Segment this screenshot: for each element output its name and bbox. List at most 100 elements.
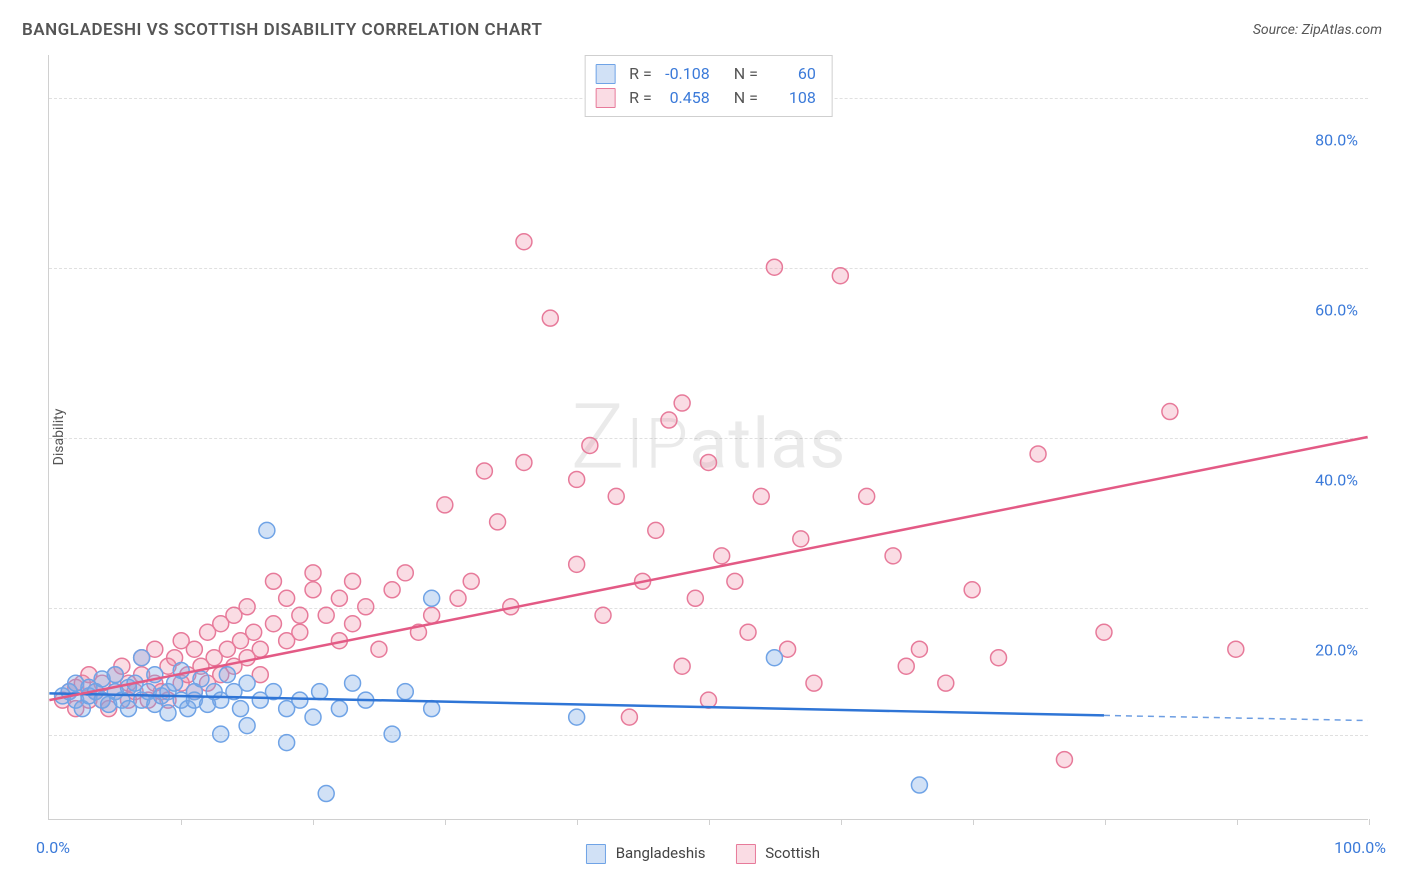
scatter-svg [49,55,1368,819]
legend-item-scottish: Scottish [736,844,821,864]
swatch-bangladeshis [595,64,615,84]
point-scottish [806,675,822,691]
point-bangladeshis [233,701,249,717]
point-scottish [911,641,927,657]
point-bangladeshis [107,667,123,683]
point-bangladeshis [279,735,295,751]
point-scottish [252,641,268,657]
point-scottish [898,658,914,674]
point-scottish [397,565,413,581]
point-bangladeshis [424,590,440,606]
point-bangladeshis [160,705,176,721]
point-bangladeshis [345,675,361,691]
point-scottish [991,650,1007,666]
point-scottish [938,675,954,691]
point-scottish [885,548,901,564]
n-label: N = [734,62,758,86]
point-scottish [569,556,585,572]
point-bangladeshis [331,701,347,717]
point-bangladeshis [134,650,150,666]
point-scottish [516,454,532,470]
point-bangladeshis [911,777,927,793]
point-bangladeshis [193,671,209,687]
chart-container: BANGLADESHI VS SCOTTISH DISABILITY CORRE… [0,0,1406,892]
point-scottish [674,658,690,674]
point-scottish [463,573,479,589]
point-bangladeshis [239,675,255,691]
point-scottish [292,607,308,623]
point-bangladeshis [766,650,782,666]
point-scottish [186,641,202,657]
point-scottish [740,624,756,640]
n-value-bangladeshis: 60 [766,62,816,86]
point-scottish [542,310,558,326]
chart-title: BANGLADESHI VS SCOTTISH DISABILITY CORRE… [22,20,542,40]
point-scottish [239,599,255,615]
point-scottish [305,565,321,581]
point-scottish [305,582,321,598]
point-scottish [661,412,677,428]
point-scottish [832,268,848,284]
point-scottish [1096,624,1112,640]
source-attribution: Source: ZipAtlas.com [1253,22,1382,38]
point-scottish [753,488,769,504]
point-bangladeshis [384,726,400,742]
legend-label-bangladeshis: Bangladeshis [616,844,706,862]
point-scottish [701,454,717,470]
point-bangladeshis [259,522,275,538]
point-bangladeshis [318,786,334,802]
point-scottish [648,522,664,538]
r-value-scottish: 0.458 [660,86,710,110]
point-scottish [345,616,361,632]
point-scottish [345,573,361,589]
swatch-scottish [595,88,615,108]
point-bangladeshis [424,701,440,717]
x-tick-min: 0.0% [36,838,70,857]
point-scottish [1162,404,1178,420]
point-scottish [490,514,506,530]
point-scottish [318,607,334,623]
trend-scottish [49,437,1367,700]
point-scottish [331,590,347,606]
swatch-bangladeshis-icon [586,844,606,864]
point-scottish [859,488,875,504]
point-bangladeshis [213,726,229,742]
point-scottish [608,488,624,504]
point-scottish [450,590,466,606]
point-scottish [582,437,598,453]
point-scottish [292,624,308,640]
n-value-scottish: 108 [766,86,816,110]
legend-label-scottish: Scottish [765,844,820,862]
point-scottish [793,531,809,547]
correlation-stats-box: R = -0.108 N = 60 R = 0.458 N = 108 [584,55,833,117]
point-scottish [727,573,743,589]
point-bangladeshis [239,718,255,734]
point-scottish [437,497,453,513]
point-scottish [371,641,387,657]
r-label: R = [629,86,652,110]
point-bangladeshis [397,684,413,700]
n-label: N = [734,86,758,110]
swatch-scottish-icon [736,844,756,864]
point-scottish [246,624,262,640]
point-scottish [674,395,690,411]
legend-item-bangladeshis: Bangladeshis [586,844,706,864]
point-scottish [358,599,374,615]
point-scottish [1030,446,1046,462]
point-scottish [964,582,980,598]
r-label: R = [629,62,652,86]
point-bangladeshis [305,709,321,725]
legend: Bangladeshis Scottish [586,844,820,864]
point-bangladeshis [569,709,585,725]
point-scottish [714,548,730,564]
point-bangladeshis [312,684,328,700]
point-scottish [1056,752,1072,768]
point-scottish [595,607,611,623]
x-tick-max: 100.0% [1334,838,1386,857]
point-scottish [687,590,703,606]
r-value-bangladeshis: -0.108 [660,62,710,86]
plot-area: Disability ZIPatlas R = -0.108 N = 60 R … [48,55,1368,820]
point-scottish [476,463,492,479]
point-scottish [569,471,585,487]
trend-bangladeshis-dashed [1104,715,1368,720]
